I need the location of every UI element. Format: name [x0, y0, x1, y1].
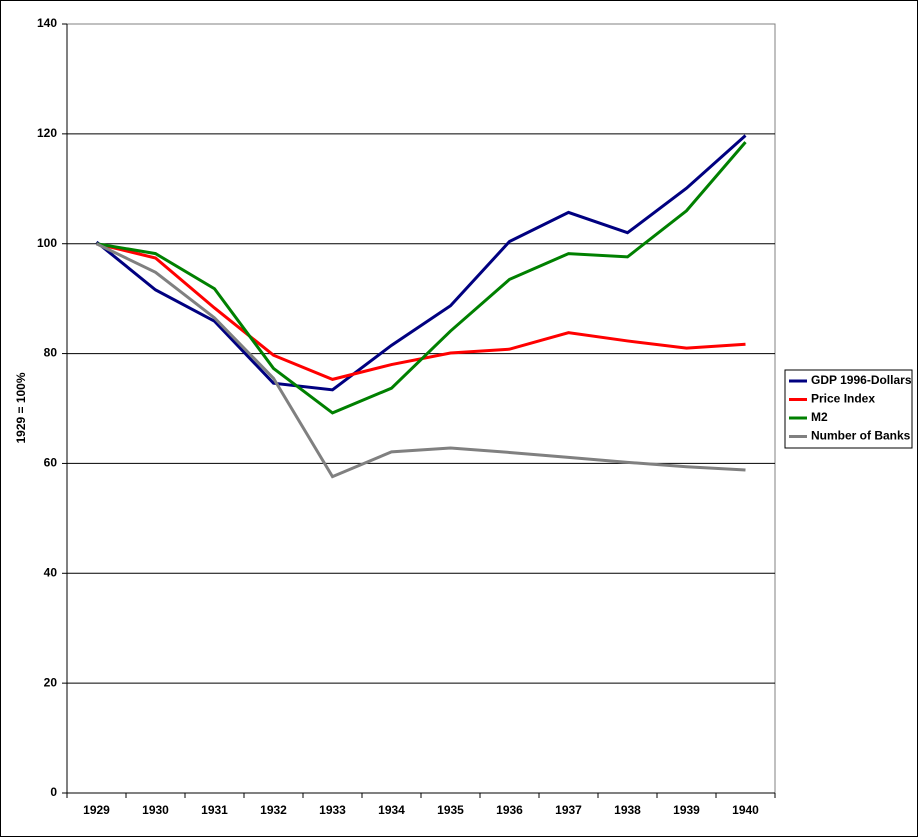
y-tick-label: 100	[37, 236, 57, 250]
legend-label: Number of Banks	[811, 429, 911, 443]
y-tick-label: 80	[44, 346, 58, 360]
series-line	[95, 242, 746, 479]
x-tick-label: 1936	[496, 803, 523, 817]
legend-label: M2	[811, 410, 828, 424]
y-tick-label: 120	[37, 126, 57, 140]
x-tick-label: 1931	[201, 803, 228, 817]
series-line	[95, 134, 747, 392]
legend-label: GDP 1996-Dollars	[811, 373, 912, 387]
series-line	[96, 141, 747, 415]
x-tick-label: 1932	[260, 803, 287, 817]
y-tick-label: 0	[50, 785, 57, 799]
x-tick-label: 1929	[83, 803, 110, 817]
x-tick-label: 1940	[732, 803, 759, 817]
x-tick-label: 1939	[673, 803, 700, 817]
y-tick-label: 140	[37, 16, 57, 30]
y-tick-label: 40	[44, 565, 58, 579]
legend-label: Price Index	[811, 392, 875, 406]
x-tick-label: 1934	[378, 803, 405, 817]
y-axis-label: 1929 = 100%	[14, 372, 28, 443]
x-tick-label: 1930	[142, 803, 169, 817]
y-tick-label: 20	[44, 675, 58, 689]
x-tick-label: 1935	[437, 803, 464, 817]
y-tick-label: 60	[44, 456, 58, 470]
x-tick-label: 1933	[319, 803, 346, 817]
x-tick-label: 1937	[555, 803, 582, 817]
x-tick-label: 1938	[614, 803, 641, 817]
plot-area	[66, 23, 776, 794]
